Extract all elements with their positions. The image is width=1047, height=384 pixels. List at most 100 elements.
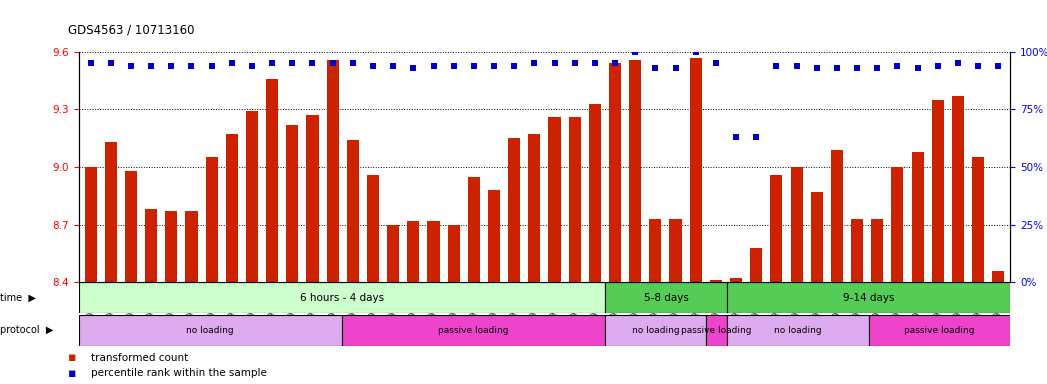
Text: ▪: ▪ bbox=[68, 351, 76, 364]
Bar bbox=[669, 219, 682, 282]
Bar bbox=[165, 211, 177, 282]
Text: protocol  ▶: protocol ▶ bbox=[0, 325, 53, 335]
Bar bbox=[307, 115, 318, 282]
Bar bbox=[649, 219, 662, 282]
Text: time  ▶: time ▶ bbox=[0, 293, 36, 303]
Bar bbox=[810, 192, 823, 282]
Bar bbox=[407, 221, 420, 282]
Bar bbox=[831, 150, 843, 282]
Bar bbox=[549, 117, 560, 282]
Point bbox=[708, 60, 725, 66]
Point bbox=[950, 60, 966, 66]
Point bbox=[930, 63, 946, 69]
Point bbox=[425, 63, 442, 69]
Bar bbox=[730, 278, 742, 282]
Bar bbox=[972, 157, 984, 282]
Point bbox=[869, 65, 886, 71]
Bar bbox=[871, 219, 884, 282]
Text: 9-14 days: 9-14 days bbox=[843, 293, 894, 303]
Point bbox=[163, 63, 180, 69]
Text: 6 hours - 4 days: 6 hours - 4 days bbox=[299, 293, 384, 303]
Bar bbox=[932, 100, 943, 282]
Bar bbox=[266, 79, 279, 282]
Bar bbox=[246, 111, 258, 282]
Bar bbox=[609, 63, 621, 282]
Bar bbox=[869, 315, 1010, 346]
Bar bbox=[146, 209, 157, 282]
Point bbox=[849, 65, 866, 71]
Bar bbox=[851, 219, 863, 282]
Text: passive loading: passive loading bbox=[905, 326, 975, 335]
Point bbox=[344, 60, 361, 66]
Point bbox=[788, 63, 805, 69]
Bar bbox=[707, 315, 727, 346]
Point bbox=[828, 65, 845, 71]
Point bbox=[405, 65, 422, 71]
Text: no loading: no loading bbox=[632, 326, 680, 335]
Point bbox=[526, 60, 542, 66]
Point bbox=[627, 49, 644, 55]
Bar bbox=[891, 167, 904, 282]
Text: GDS4563 / 10713160: GDS4563 / 10713160 bbox=[68, 23, 195, 36]
Bar bbox=[529, 134, 540, 282]
Point bbox=[325, 60, 341, 66]
Bar bbox=[605, 315, 707, 346]
Point bbox=[687, 49, 704, 55]
Point bbox=[667, 65, 684, 71]
Point bbox=[566, 60, 583, 66]
Bar bbox=[427, 221, 440, 282]
Bar bbox=[912, 152, 923, 282]
Point bbox=[122, 63, 139, 69]
Bar bbox=[185, 211, 198, 282]
Point bbox=[83, 60, 99, 66]
Point bbox=[909, 65, 926, 71]
Point bbox=[486, 63, 503, 69]
Bar bbox=[448, 225, 460, 282]
Bar bbox=[286, 125, 298, 282]
Bar bbox=[727, 315, 869, 346]
Point bbox=[183, 63, 200, 69]
Point bbox=[103, 60, 119, 66]
Point bbox=[223, 60, 240, 66]
Point bbox=[244, 63, 261, 69]
Point bbox=[970, 63, 986, 69]
Point bbox=[445, 63, 462, 69]
Text: passive loading: passive loading bbox=[682, 326, 752, 335]
Bar bbox=[952, 96, 964, 282]
Bar bbox=[327, 60, 339, 282]
Bar bbox=[105, 142, 117, 282]
Point bbox=[466, 63, 483, 69]
Text: percentile rank within the sample: percentile rank within the sample bbox=[91, 368, 267, 379]
Bar bbox=[347, 140, 359, 282]
Point bbox=[264, 60, 281, 66]
Point bbox=[203, 63, 220, 69]
Bar bbox=[750, 248, 762, 282]
Point bbox=[586, 60, 603, 66]
Bar bbox=[727, 282, 1010, 313]
Bar bbox=[226, 134, 238, 282]
Point bbox=[364, 63, 381, 69]
Text: 5-8 days: 5-8 days bbox=[644, 293, 689, 303]
Text: no loading: no loading bbox=[774, 326, 822, 335]
Point bbox=[606, 60, 623, 66]
Bar bbox=[771, 175, 782, 282]
Point bbox=[748, 134, 764, 140]
Bar bbox=[605, 282, 727, 313]
Point bbox=[304, 60, 320, 66]
Point bbox=[385, 63, 402, 69]
Bar bbox=[387, 225, 399, 282]
Bar bbox=[205, 157, 218, 282]
Text: no loading: no loading bbox=[186, 326, 235, 335]
Text: passive loading: passive loading bbox=[439, 326, 509, 335]
Text: transformed count: transformed count bbox=[91, 353, 188, 363]
Bar bbox=[85, 167, 96, 282]
Bar bbox=[790, 167, 803, 282]
Bar bbox=[79, 282, 605, 313]
Point bbox=[889, 63, 906, 69]
Bar bbox=[366, 175, 379, 282]
Bar bbox=[508, 138, 520, 282]
Point bbox=[808, 65, 825, 71]
Point bbox=[647, 65, 664, 71]
Bar bbox=[710, 280, 722, 282]
Point bbox=[547, 60, 563, 66]
